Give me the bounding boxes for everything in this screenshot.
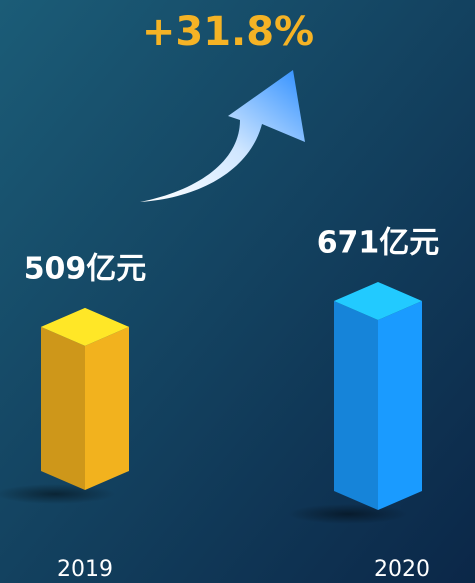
bar-left-face: [41, 326, 85, 490]
bar-top-face: [41, 307, 129, 346]
bar-top-face: [334, 282, 422, 320]
bar-right-face: [378, 301, 422, 510]
growth-arrow: [140, 70, 305, 202]
bar-shadow: [0, 484, 115, 504]
x-tick-label: 2019: [57, 557, 113, 582]
bar-shadow: [288, 504, 408, 524]
value-label: 509亿元: [24, 251, 147, 286]
value-label: 671亿元: [317, 226, 440, 261]
bar-left-face: [334, 301, 378, 510]
x-tick-label: 2020: [374, 557, 430, 582]
bar-right-face: [85, 326, 129, 490]
growth-annotation: +31.8%: [142, 9, 314, 55]
